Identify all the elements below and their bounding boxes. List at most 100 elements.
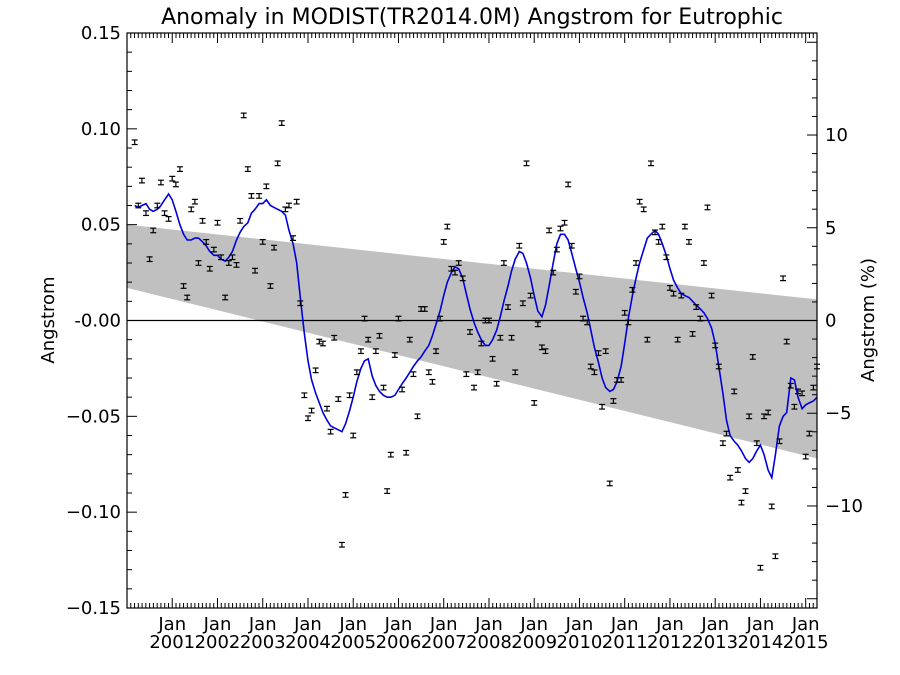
x-tick-label-month: Jan — [293, 614, 322, 635]
chart-title: Anomaly in MODIST(TR2014.0M) Angstrom fo… — [161, 5, 783, 30]
x-tick-label-year: 2013 — [692, 632, 738, 653]
data-point — [146, 256, 153, 263]
data-point — [602, 348, 609, 355]
data-point — [742, 488, 749, 494]
x-tick-label-year: 2008 — [466, 632, 512, 653]
data-point — [429, 378, 436, 385]
x-tick-label-year: 2007 — [421, 632, 467, 653]
y-axis-label-right: Angstrom (%) — [858, 258, 879, 382]
x-tick-label-year: 2014 — [738, 632, 784, 653]
data-point — [489, 355, 496, 362]
data-point — [674, 336, 681, 343]
data-point — [666, 285, 673, 291]
data-point — [229, 254, 236, 261]
data-point — [723, 430, 730, 437]
y-tick-label-left: −0.10 — [66, 502, 121, 523]
y-tick-label-left: 0.05 — [81, 215, 121, 236]
data-point — [734, 467, 741, 473]
data-point — [346, 392, 353, 399]
data-points-layer — [131, 112, 820, 571]
data-point — [365, 336, 372, 343]
data-point — [350, 432, 357, 439]
data-point — [191, 198, 198, 205]
data-point — [610, 398, 617, 404]
x-tick-label-year: 2001 — [149, 632, 195, 653]
x-tick-label-year: 2012 — [647, 632, 693, 653]
data-point — [252, 267, 259, 274]
x-tick-label-year: 2005 — [330, 632, 376, 653]
y-tick-label-right: 0 — [825, 311, 836, 332]
y-tick-label-left: 0.15 — [81, 23, 121, 44]
data-point — [542, 348, 549, 355]
data-point — [440, 239, 447, 245]
data-point — [459, 275, 466, 282]
data-point — [342, 492, 349, 498]
data-point — [210, 246, 217, 253]
data-point — [195, 260, 202, 266]
data-point — [587, 363, 594, 370]
data-point — [685, 239, 692, 245]
data-point — [652, 229, 659, 236]
data-point — [727, 474, 734, 481]
data-point — [689, 331, 696, 337]
data-point — [297, 300, 304, 307]
data-point — [712, 342, 719, 349]
data-point — [421, 306, 428, 312]
data-point — [708, 292, 715, 299]
data-point — [531, 400, 538, 406]
data-point — [508, 334, 515, 341]
data-point — [647, 160, 654, 167]
data-point — [410, 371, 417, 378]
x-tick-label-month: Jan — [248, 614, 277, 635]
data-point — [768, 503, 775, 510]
data-point — [584, 319, 591, 326]
data-point — [761, 413, 768, 420]
x-tick-label-year: 2002 — [195, 632, 241, 653]
data-point — [165, 216, 172, 222]
data-point — [697, 315, 704, 322]
data-point — [203, 239, 210, 245]
data-point — [161, 210, 168, 217]
data-point — [169, 175, 176, 182]
y-tick-label-right: 5 — [825, 218, 836, 239]
data-point — [719, 440, 726, 447]
data-point — [282, 206, 289, 213]
data-point — [267, 283, 274, 289]
x-tick-label-month: Jan — [565, 614, 594, 635]
data-point — [618, 377, 625, 383]
data-point — [478, 340, 485, 347]
x-tick-label-year: 2006 — [376, 632, 422, 653]
data-point — [772, 553, 779, 560]
y-tick-label-left: −0.15 — [66, 598, 121, 619]
data-point — [504, 304, 511, 310]
y-tick-label-right: −10 — [825, 496, 863, 517]
data-point — [172, 181, 179, 188]
data-point — [323, 405, 330, 412]
data-point — [278, 120, 285, 126]
data-point — [301, 392, 308, 399]
data-point — [550, 269, 557, 276]
data-point — [361, 315, 368, 322]
data-point — [576, 273, 583, 280]
data-point — [131, 139, 138, 146]
y-tick-label-left: -0.00 — [74, 311, 121, 332]
data-point — [316, 338, 323, 345]
data-point — [225, 260, 232, 266]
x-tick-label-month: Jan — [700, 614, 729, 635]
x-tick-label-year: 2004 — [285, 632, 331, 653]
data-point — [293, 198, 300, 205]
data-point — [444, 223, 451, 230]
data-point — [806, 430, 813, 437]
data-point — [606, 480, 613, 487]
data-point — [512, 369, 519, 376]
data-point — [263, 183, 270, 190]
data-point — [591, 369, 598, 376]
data-point — [335, 396, 342, 402]
data-point — [538, 344, 545, 351]
data-point — [338, 541, 345, 548]
data-point — [633, 260, 640, 266]
y-tick-label-right: −5 — [825, 403, 852, 424]
data-point — [681, 223, 688, 230]
data-point — [206, 265, 213, 272]
